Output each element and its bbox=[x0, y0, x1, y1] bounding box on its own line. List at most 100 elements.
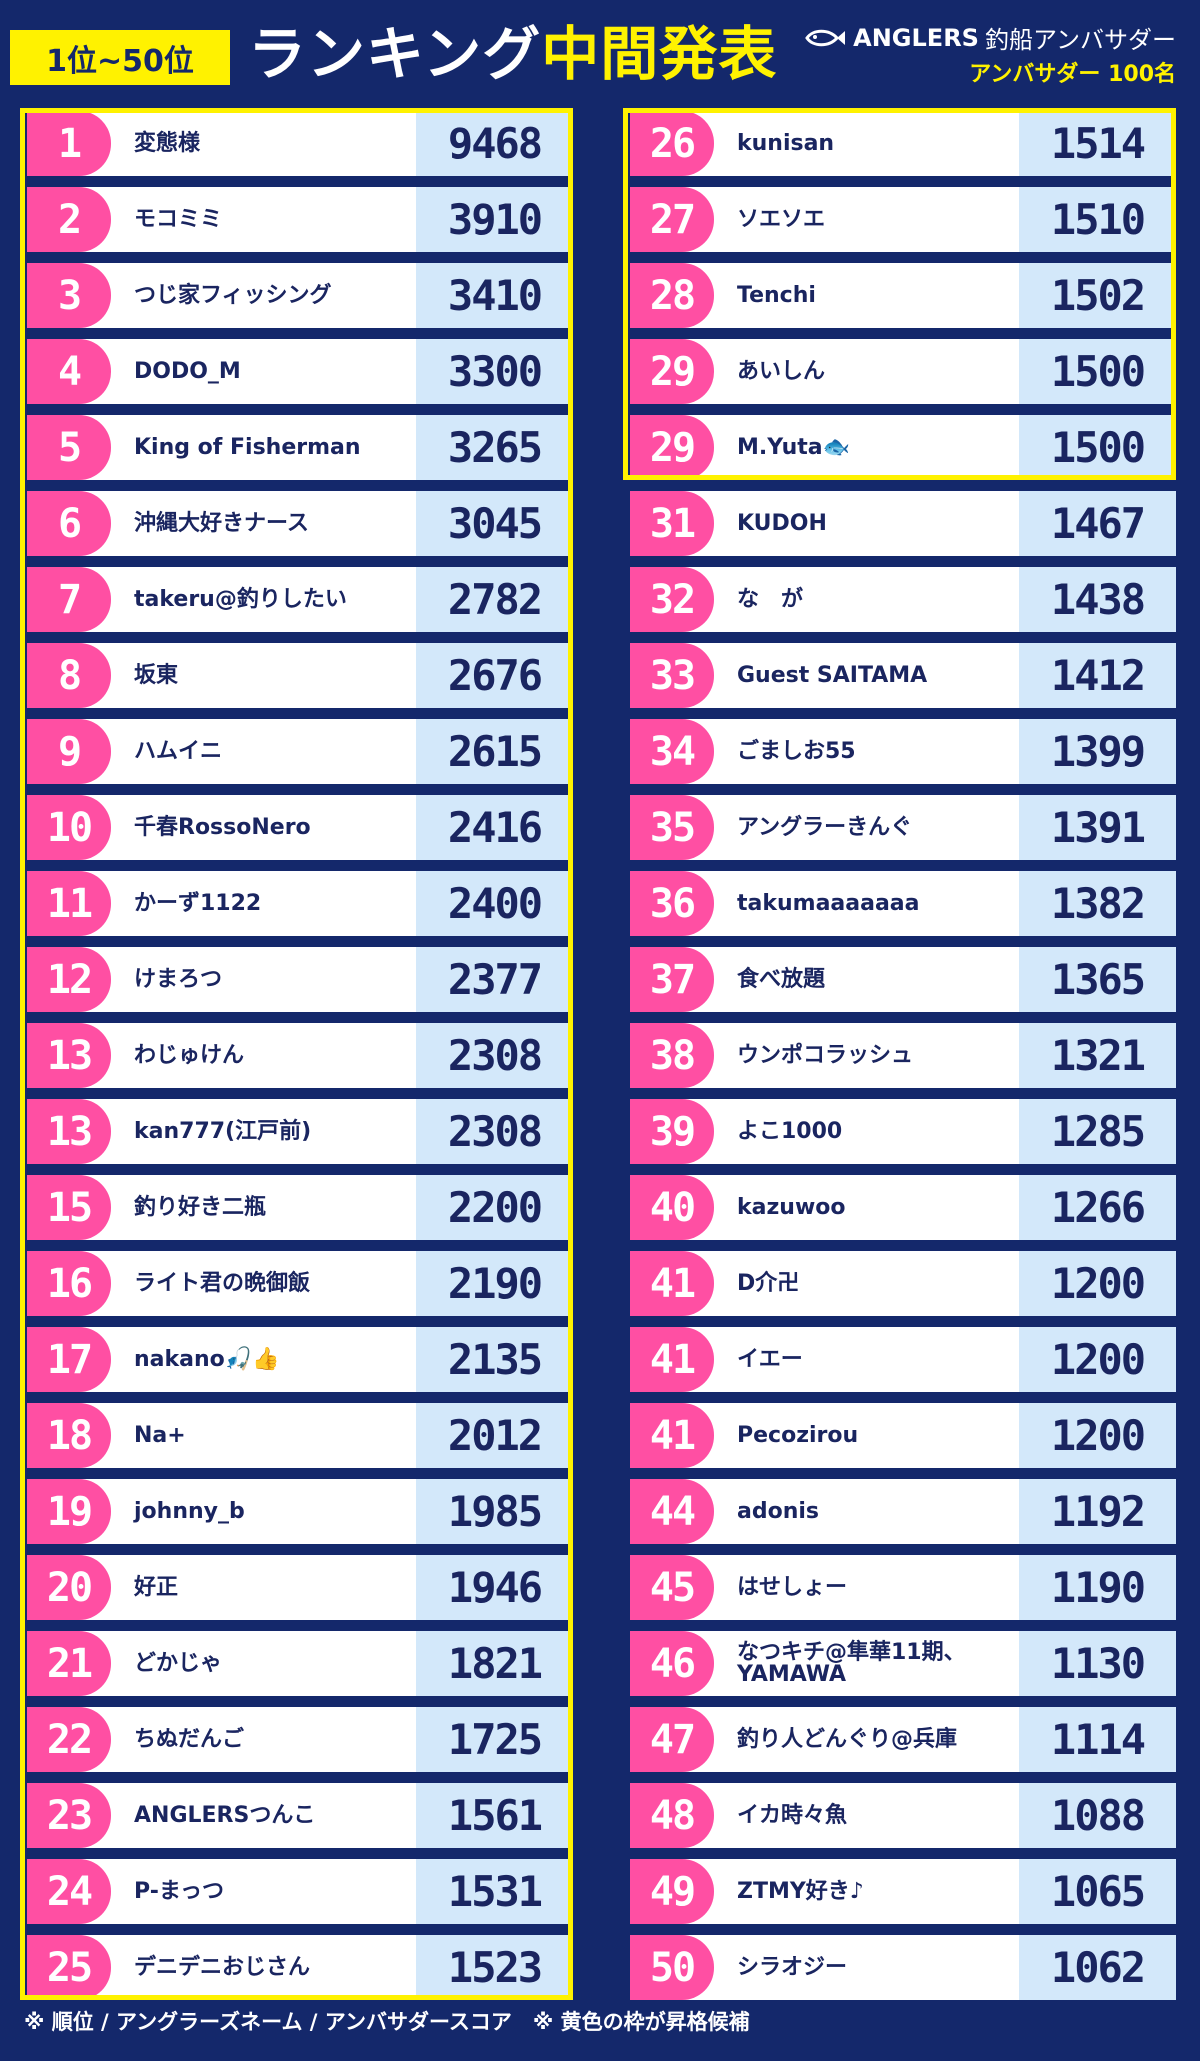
ranking-row: 35 アングラーきんぐ 1391 bbox=[630, 795, 1176, 860]
angler-name: kunisan bbox=[737, 130, 835, 156]
angler-name: アングラーきんぐ bbox=[737, 814, 913, 840]
ambassador-score: 1821 bbox=[416, 1631, 573, 1696]
ambassador-score: 1391 bbox=[1019, 795, 1176, 860]
ranking-row: 20 好正 1946 bbox=[27, 1555, 573, 1620]
ambassador-score: 1365 bbox=[1019, 947, 1176, 1012]
angler-name: なつキチ@隼華11期、 YAMAWA bbox=[737, 1639, 966, 1687]
rank-number: 44 bbox=[630, 1479, 714, 1544]
ambassador-score: 1266 bbox=[1019, 1175, 1176, 1240]
rank-number: 16 bbox=[27, 1251, 111, 1316]
angler-name: かーず1122 bbox=[134, 890, 262, 916]
ranking-row: 41 イエー 1200 bbox=[630, 1327, 1176, 1392]
angler-name: 釣り好き二瓶 bbox=[134, 1194, 267, 1220]
ambassador-score: 9468 bbox=[416, 111, 573, 176]
angler-name: kazuwoo bbox=[737, 1194, 846, 1220]
ambassador-score: 1946 bbox=[416, 1555, 573, 1620]
rank-number: 34 bbox=[630, 719, 714, 784]
ambassador-score: 1088 bbox=[1019, 1783, 1176, 1848]
ranking-row: 23 ANGLERSつんこ 1561 bbox=[27, 1783, 573, 1848]
ranking-row: 13 わじゅけん 2308 bbox=[27, 1023, 573, 1088]
angler-name: シラオジー bbox=[737, 1954, 848, 1980]
ranking-row: 29 あいしん 1500 bbox=[630, 339, 1176, 404]
ambassador-score: 1510 bbox=[1019, 187, 1176, 252]
ranking-row: 19 johnny_b 1985 bbox=[27, 1479, 573, 1544]
ranking-row: 38 ウンポコラッシュ 1321 bbox=[630, 1023, 1176, 1088]
ranking-row: 3 つじ家フィッシング 3410 bbox=[27, 263, 573, 328]
ambassador-score: 1502 bbox=[1019, 263, 1176, 328]
ranking-row: 29 M.Yuta🐟 1500 bbox=[630, 415, 1176, 480]
ranking-row: 37 食べ放題 1365 bbox=[630, 947, 1176, 1012]
rank-number: 12 bbox=[27, 947, 111, 1012]
rank-number: 17 bbox=[27, 1327, 111, 1392]
angler-name: D介卍 bbox=[737, 1270, 800, 1296]
rank-number: 27 bbox=[630, 187, 714, 252]
ambassador-score: 1412 bbox=[1019, 643, 1176, 708]
angler-name: 好正 bbox=[134, 1574, 179, 1600]
ambassador-score: 2782 bbox=[416, 567, 573, 632]
ranking-column-right: 26 kunisan 1514 27 ソエソエ 1510 28 Tenchi 1502 29 あいし… bbox=[630, 111, 1176, 2011]
ambassador-score: 1523 bbox=[416, 1935, 573, 2000]
ambassador-score: 1725 bbox=[416, 1707, 573, 1772]
rank-number: 45 bbox=[630, 1555, 714, 1620]
ambassador-score: 1062 bbox=[1019, 1935, 1176, 2000]
rank-number: 50 bbox=[630, 1935, 714, 2000]
ambassador-score: 2012 bbox=[416, 1403, 573, 1468]
ranking-row: 9 ハムイニ 2615 bbox=[27, 719, 573, 784]
ambassador-score: 1114 bbox=[1019, 1707, 1176, 1772]
ambassador-score: 2416 bbox=[416, 795, 573, 860]
rank-number: 40 bbox=[630, 1175, 714, 1240]
rank-number: 4 bbox=[27, 339, 111, 404]
rank-number: 10 bbox=[27, 795, 111, 860]
ambassador-score: 1200 bbox=[1019, 1403, 1176, 1468]
page-title: ランキング中間発表 bbox=[248, 14, 777, 94]
ranking-row: 28 Tenchi 1502 bbox=[630, 263, 1176, 328]
footer-note: ※ 順位 / アングラーズネーム / アンバサダースコア ※ 黄色の枠が昇格候補 bbox=[24, 2010, 750, 2034]
ambassador-score: 2308 bbox=[416, 1099, 573, 1164]
angler-name: 坂東 bbox=[134, 662, 179, 688]
angler-name: ソエソエ bbox=[737, 206, 826, 232]
angler-name: あいしん bbox=[737, 358, 826, 384]
ranking-row: 17 nakano🎣👍 2135 bbox=[27, 1327, 573, 1392]
rank-number: 41 bbox=[630, 1251, 714, 1316]
header: 1位~50位 ランキング中間発表 ANGLERS 釣船アンバサダー アンバサダー… bbox=[0, 0, 1200, 112]
rank-number: 35 bbox=[630, 795, 714, 860]
promotion-frame-left bbox=[20, 108, 573, 2000]
angler-name: kan777(江戸前) bbox=[134, 1118, 312, 1144]
ambassador-score: 1130 bbox=[1019, 1631, 1176, 1696]
ambassador-score: 1985 bbox=[416, 1479, 573, 1544]
ambassador-score: 1467 bbox=[1019, 491, 1176, 556]
rank-number: 6 bbox=[27, 491, 111, 556]
ranking-column-left: 1 変態様 9468 2 モコミミ 3910 3 つじ家フィッシング 3410 4 DODO_M 33… bbox=[27, 111, 573, 2011]
brand-logo: ANGLERS 釣船アンバサダー bbox=[803, 20, 1176, 55]
ambassador-score: 3410 bbox=[416, 263, 573, 328]
angler-name: Guest SAITAMA bbox=[737, 662, 928, 688]
rank-number: 22 bbox=[27, 1707, 111, 1772]
ambassador-score: 2135 bbox=[416, 1327, 573, 1392]
title-yellow-text: 中間発表 bbox=[541, 20, 778, 88]
ambassador-score: 1192 bbox=[1019, 1479, 1176, 1544]
rank-number: 46 bbox=[630, 1631, 714, 1696]
angler-name: イカ時々魚 bbox=[737, 1802, 848, 1828]
ranking-row: 12 けまろつ 2377 bbox=[27, 947, 573, 1012]
angler-name: Pecozirou bbox=[737, 1422, 859, 1448]
ambassador-score: 1285 bbox=[1019, 1099, 1176, 1164]
ambassador-score: 3045 bbox=[416, 491, 573, 556]
angler-name: 千春RossoNero bbox=[134, 814, 311, 840]
angler-name: つじ家フィッシング bbox=[134, 282, 332, 308]
angler-name: わじゅけん bbox=[134, 1042, 245, 1068]
rank-number: 20 bbox=[27, 1555, 111, 1620]
angler-name: ウンポコラッシュ bbox=[737, 1042, 914, 1068]
ambassador-score: 3300 bbox=[416, 339, 573, 404]
rank-number: 28 bbox=[630, 263, 714, 328]
ranking-row: 33 Guest SAITAMA 1412 bbox=[630, 643, 1176, 708]
ranking-row: 4 DODO_M 3300 bbox=[27, 339, 573, 404]
ranking-row: 26 kunisan 1514 bbox=[630, 111, 1176, 176]
ranking-row: 41 D介卍 1200 bbox=[630, 1251, 1176, 1316]
angler-name: ANGLERSつんこ bbox=[134, 1802, 316, 1828]
ranking-row: 2 モコミミ 3910 bbox=[27, 187, 573, 252]
ambassador-score: 3910 bbox=[416, 187, 573, 252]
rank-number: 13 bbox=[27, 1023, 111, 1088]
rank-number: 39 bbox=[630, 1099, 714, 1164]
angler-name: M.Yuta🐟 bbox=[737, 434, 850, 460]
angler-name: takumaaaaaaa bbox=[737, 890, 920, 916]
